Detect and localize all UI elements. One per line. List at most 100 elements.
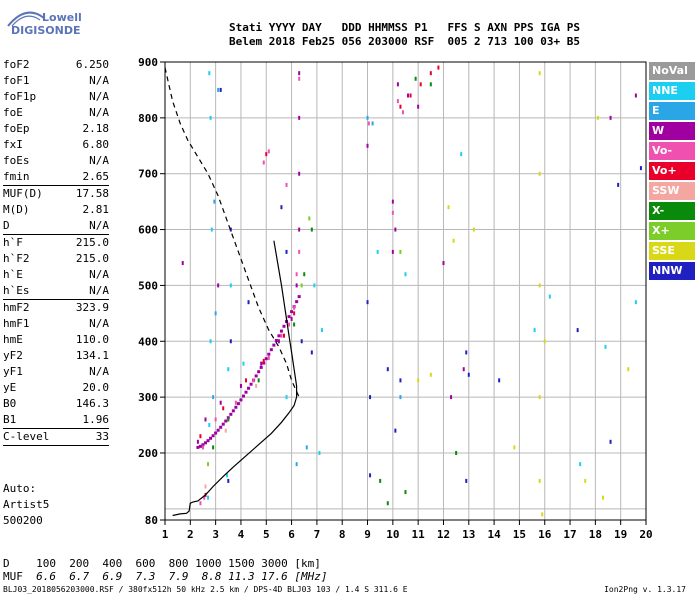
y-tick-label: 900 <box>138 56 158 69</box>
echo-point <box>394 429 396 433</box>
y-tick-label: 600 <box>138 224 158 237</box>
echo-point <box>610 116 612 120</box>
echo-point <box>301 283 303 287</box>
echo-trace-point <box>250 383 253 386</box>
echo-point <box>248 300 250 304</box>
echo-point <box>205 484 207 488</box>
echo-point <box>602 496 604 500</box>
echo-point <box>407 94 409 98</box>
echo-point <box>399 395 401 399</box>
echo-point <box>430 373 432 377</box>
echo-point <box>372 121 374 125</box>
echo-point <box>220 401 222 405</box>
echo-point <box>534 328 536 332</box>
echo-point <box>539 71 541 75</box>
echo-point <box>448 205 450 209</box>
echo-trace-point <box>222 423 225 426</box>
echo-trace-point <box>247 387 250 390</box>
echo-point <box>306 445 308 449</box>
echo-point <box>544 339 546 343</box>
echo-point <box>199 434 201 438</box>
profile-curves <box>165 68 299 516</box>
profile-dashed-curve <box>165 68 299 398</box>
echo-point <box>640 166 642 170</box>
echo-point <box>280 334 282 338</box>
echo-point <box>288 323 290 327</box>
echo-point <box>298 228 300 232</box>
echo-point <box>208 423 210 427</box>
x-tick-label: 17 <box>563 528 576 541</box>
echo-trace-point <box>219 426 222 429</box>
echo-point <box>211 228 213 232</box>
echo-point <box>417 378 419 382</box>
echo-points <box>182 66 642 517</box>
echo-point <box>298 77 300 81</box>
echo-point <box>265 152 267 156</box>
echo-point <box>430 71 432 75</box>
y-tick-label: 300 <box>138 391 158 404</box>
echo-point <box>399 250 401 254</box>
echo-trace-point <box>232 409 235 412</box>
echo-point <box>205 417 207 421</box>
echo-point <box>296 283 298 287</box>
x-tick-label: 13 <box>462 528 475 541</box>
x-tick-label: 19 <box>614 528 627 541</box>
echo-trace-point <box>245 391 248 394</box>
x-tick-label: 18 <box>589 528 602 541</box>
echo-point <box>280 205 282 209</box>
y-tick-label: 700 <box>138 168 158 181</box>
x-tick-label: 4 <box>238 528 245 541</box>
echo-point <box>368 121 370 125</box>
echo-point <box>235 401 237 405</box>
echo-point <box>397 82 399 86</box>
echo-point <box>298 116 300 120</box>
echo-point <box>301 339 303 343</box>
echo-point <box>367 300 369 304</box>
echo-point <box>367 144 369 148</box>
echo-point <box>369 473 371 477</box>
echo-trace-point <box>270 348 273 351</box>
echo-point <box>227 417 229 421</box>
echo-point <box>217 283 219 287</box>
echo-point <box>410 94 412 98</box>
echo-point <box>293 306 295 310</box>
x-tick-label: 2 <box>187 528 194 541</box>
x-tick-label: 12 <box>437 528 450 541</box>
echo-point <box>584 479 586 483</box>
echo-point <box>468 373 470 377</box>
echo-point <box>227 479 229 483</box>
echo-point <box>397 99 399 103</box>
echo-point <box>230 339 232 343</box>
x-tick-label: 3 <box>212 528 219 541</box>
echo-point <box>453 239 455 243</box>
echo-point <box>213 200 215 204</box>
echo-point <box>405 272 407 276</box>
echo-point <box>245 378 247 382</box>
echo-point <box>202 445 204 449</box>
echo-point <box>417 105 419 109</box>
echo-trace-point <box>212 434 215 437</box>
echo-trace-point <box>217 429 220 432</box>
echo-point <box>387 367 389 371</box>
echo-point <box>321 328 323 332</box>
echo-point <box>220 88 222 92</box>
echo-trace-point <box>237 402 240 405</box>
echo-point <box>222 406 224 410</box>
echo-point <box>286 183 288 187</box>
x-tick-label: 14 <box>487 528 501 541</box>
x-tick-label: 16 <box>538 528 552 541</box>
echo-point <box>604 345 606 349</box>
echo-point <box>207 496 209 500</box>
echo-point <box>298 71 300 75</box>
echo-point <box>286 250 288 254</box>
echo-point <box>577 328 579 332</box>
echo-trace-point <box>239 398 242 401</box>
echo-point <box>318 451 320 455</box>
echo-point <box>296 272 298 276</box>
y-tick-label: 500 <box>138 279 158 292</box>
echo-point <box>635 94 637 98</box>
echo-point <box>442 261 444 265</box>
echo-point <box>539 172 541 176</box>
echo-trace-point <box>295 300 298 303</box>
echo-trace-point <box>224 419 227 422</box>
